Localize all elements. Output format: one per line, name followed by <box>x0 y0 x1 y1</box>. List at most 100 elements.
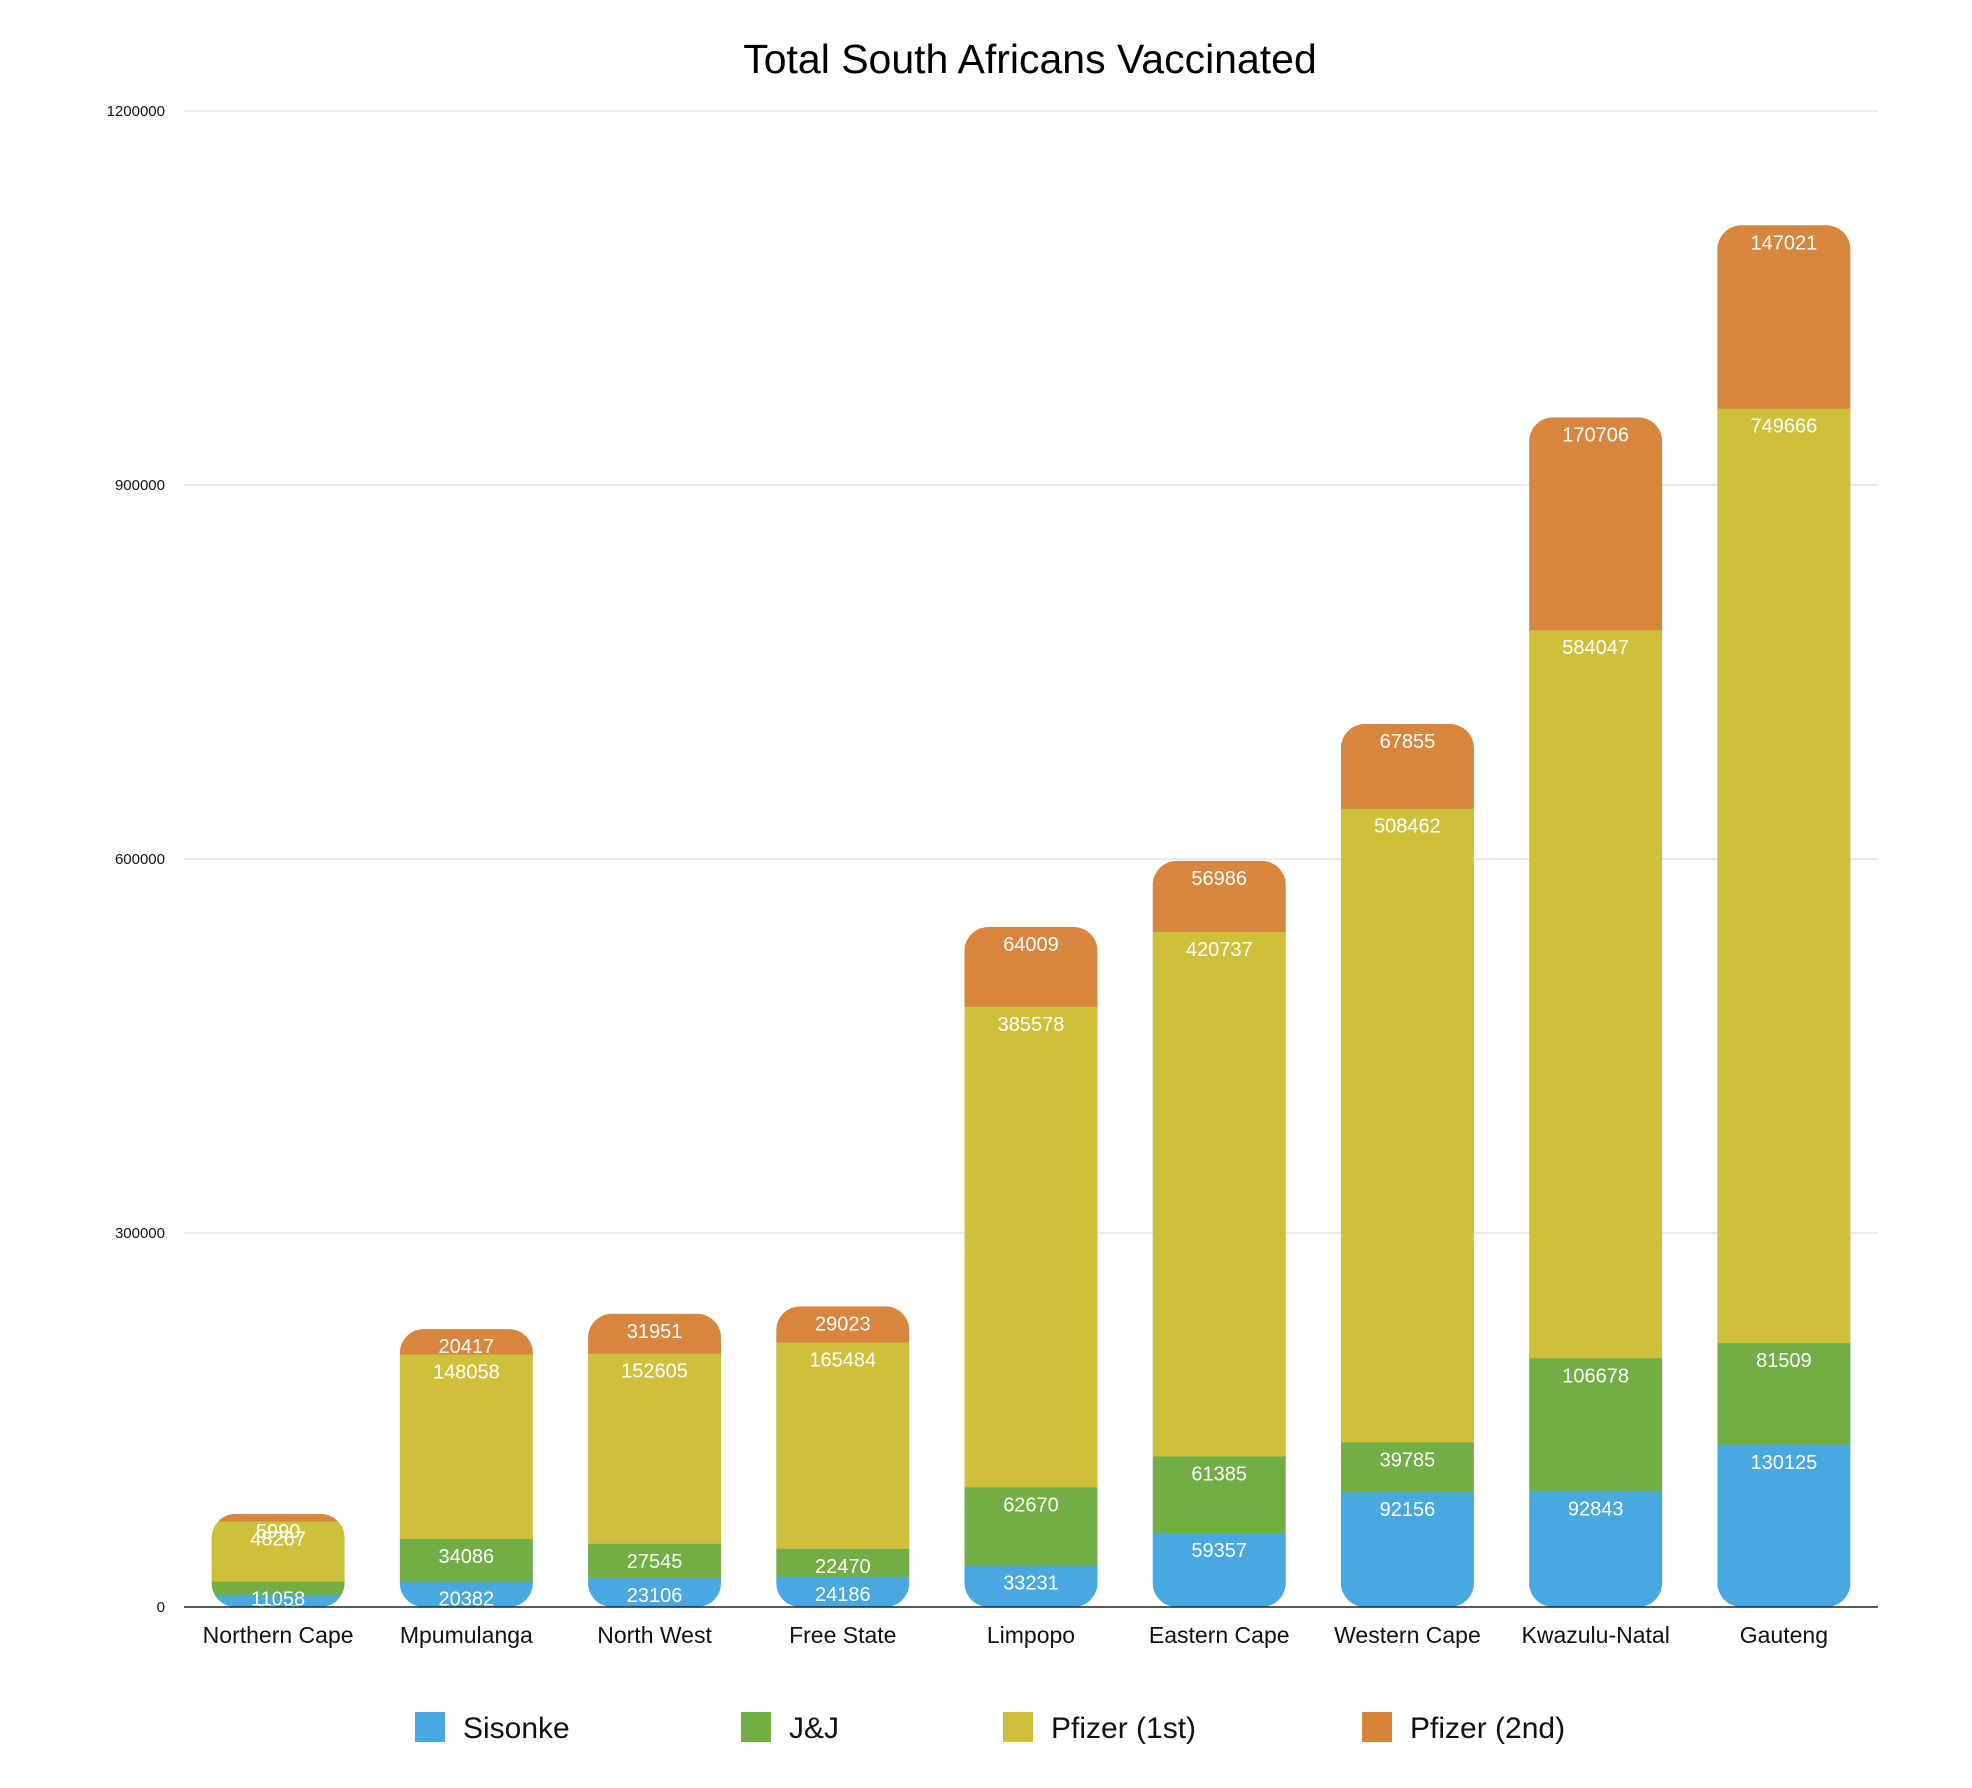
bar-segment <box>1717 1343 1851 1445</box>
data-label: 170706 <box>1562 424 1629 446</box>
legend-swatch <box>1362 1712 1392 1742</box>
data-label: 20417 <box>439 1336 495 1358</box>
bar-stack <box>964 926 1098 1607</box>
bar-segment <box>1152 931 1286 1457</box>
x-tick-label: Limpopo <box>987 1622 1075 1648</box>
data-label: 147021 <box>1751 232 1818 254</box>
data-label: 56986 <box>1191 868 1247 890</box>
data-label: 23106 <box>627 1585 683 1607</box>
bar-segment <box>1340 808 1474 1443</box>
bar-segment <box>399 1354 533 1540</box>
legend-swatch <box>415 1712 445 1742</box>
data-label: 152605 <box>621 1361 688 1383</box>
bar-stack <box>1152 860 1286 1607</box>
data-label: 27545 <box>627 1551 683 1573</box>
bar-stack <box>211 1513 345 1607</box>
bar-segment <box>211 1595 345 1607</box>
bar-segment <box>211 1521 345 1582</box>
bar-segment <box>1717 408 1851 1344</box>
x-tick-label: Free State <box>789 1622 896 1648</box>
bar-segment <box>588 1578 722 1607</box>
bar-stack <box>1717 225 1851 1607</box>
data-label: 92156 <box>1380 1499 1436 1521</box>
legend-label: Pfizer (1st) <box>1051 1712 1196 1745</box>
bar-stack <box>399 1329 533 1608</box>
bar-segment <box>1152 1456 1286 1534</box>
bar-segment <box>1529 1358 1663 1492</box>
y-tick-label: 600000 <box>115 851 165 868</box>
bar-segment <box>964 1006 1098 1488</box>
bar-segment <box>588 1353 722 1544</box>
legend-label: Sisonke <box>463 1712 570 1745</box>
data-label: 33231 <box>1003 1573 1059 1595</box>
data-label: 420737 <box>1186 939 1253 961</box>
bar-segment <box>1152 860 1286 932</box>
data-label: 61385 <box>1191 1463 1247 1485</box>
bar-segment <box>776 1306 910 1343</box>
data-label: 24186 <box>815 1584 871 1606</box>
bar-segment <box>588 1313 722 1354</box>
bars <box>211 225 1851 1608</box>
data-label: 148058 <box>433 1362 500 1384</box>
bar-segment <box>776 1342 910 1549</box>
bar-segment <box>964 1565 1098 1607</box>
data-label: 39785 <box>1380 1450 1436 1472</box>
legend-swatch <box>1003 1712 1033 1742</box>
x-tick-label: Kwazulu-Natal <box>1522 1622 1670 1648</box>
bar-segment <box>1529 417 1663 631</box>
bar-stack <box>588 1313 722 1607</box>
data-label: 22470 <box>815 1556 871 1578</box>
y-axis: 0 300000 600000 900000 1200000 <box>107 103 165 1616</box>
y-tick-label: 300000 <box>115 1225 165 1242</box>
bar-segment <box>964 926 1098 1007</box>
bar-segment <box>1717 1444 1851 1607</box>
y-tick-label: 1200000 <box>107 103 165 120</box>
x-tick-label: Northern Cape <box>203 1622 354 1648</box>
bar-stack <box>776 1306 910 1607</box>
data-label: 62670 <box>1003 1494 1059 1516</box>
bar-segment <box>964 1487 1098 1566</box>
data-label: 508462 <box>1374 816 1441 838</box>
data-label: 165484 <box>809 1350 876 1372</box>
data-label: 31951 <box>627 1321 683 1343</box>
x-tick-label: Eastern Cape <box>1149 1622 1290 1648</box>
bar-segment <box>588 1543 722 1579</box>
bar-segment <box>1152 1533 1286 1607</box>
data-label: 11058 <box>251 1589 305 1611</box>
data-label: 81509 <box>1756 1350 1812 1372</box>
bar-segment <box>1529 630 1663 1359</box>
data-label: 92843 <box>1568 1498 1624 1520</box>
bar-stack <box>1529 417 1663 1608</box>
data-label: 59357 <box>1191 1540 1247 1562</box>
data-label: 9345 <box>256 1602 301 1624</box>
legend-label: J&J <box>789 1712 839 1745</box>
y-tick-label: 0 <box>157 1599 165 1616</box>
bar-segment <box>1717 225 1851 409</box>
bar-segment <box>1529 1491 1663 1607</box>
data-label: 64009 <box>1003 934 1059 956</box>
x-tick-label: Gauteng <box>1740 1622 1828 1648</box>
data-label: 584047 <box>1562 637 1629 659</box>
bar-segment <box>399 1539 533 1582</box>
bar-segment <box>1340 724 1474 809</box>
legend: Sisonke J&J Pfizer (1st) Pfizer (2nd) <box>415 1712 1565 1745</box>
data-label: 34086 <box>439 1546 495 1568</box>
bar-segment <box>211 1513 345 1522</box>
x-tick-label: Mpumulanga <box>400 1622 533 1648</box>
data-label: 749666 <box>1751 416 1818 438</box>
data-label: 130125 <box>1751 1452 1818 1474</box>
bar-segment <box>399 1329 533 1355</box>
bar-segment <box>776 1576 910 1607</box>
data-label: 48267 <box>250 1528 306 1550</box>
x-tick-label: Western Cape <box>1334 1622 1481 1648</box>
bar-segment <box>1340 1492 1474 1607</box>
x-axis: Northern Cape Mpumulanga North West Free St… <box>184 1606 1878 1648</box>
data-label: 67855 <box>1380 731 1436 753</box>
y-tick-label: 900000 <box>115 477 165 494</box>
data-label: 106678 <box>1562 1365 1629 1387</box>
legend-label: Pfizer (2nd) <box>1410 1712 1565 1745</box>
data-label: 29023 <box>815 1313 871 1335</box>
chart-title: Total South Africans Vaccinated <box>743 36 1317 82</box>
